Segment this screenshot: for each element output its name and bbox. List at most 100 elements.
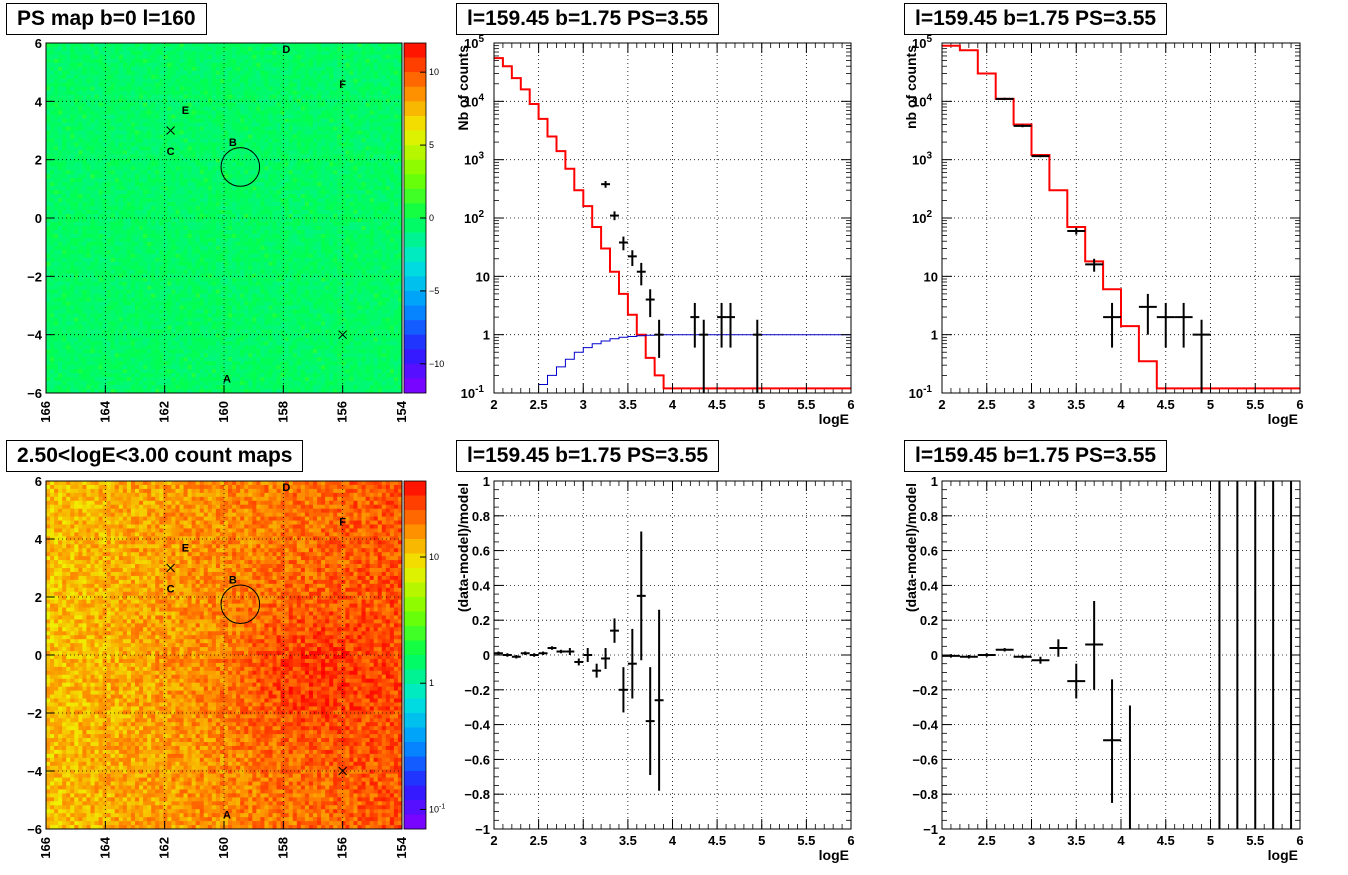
heatmap-cell xyxy=(110,54,116,60)
heatmap-cell xyxy=(82,150,87,155)
heatmap-cell xyxy=(215,317,221,322)
heatmap-cell xyxy=(126,106,132,112)
heatmap-cell xyxy=(171,345,176,350)
heatmap-cell xyxy=(54,265,59,271)
heatmap-cell xyxy=(248,154,253,159)
heatmap-cells xyxy=(46,43,403,394)
heatmap-cell xyxy=(252,106,257,112)
heatmap-cell xyxy=(167,305,172,310)
heatmap-cell xyxy=(187,130,193,135)
heatmap-cell xyxy=(240,198,245,203)
heatmap-cell xyxy=(191,50,197,56)
heatmap-cell xyxy=(199,86,205,92)
heatmap-cell xyxy=(102,377,108,382)
heatmap-cell xyxy=(240,66,245,72)
heatmap-cell xyxy=(187,122,193,127)
heatmap-cell xyxy=(175,309,180,314)
heatmap-cell xyxy=(252,54,257,60)
heatmap-cell xyxy=(122,357,128,362)
heatmap-cell xyxy=(70,225,75,231)
heatmap-cell xyxy=(46,245,51,251)
heatmap-cell xyxy=(147,102,152,108)
heatmap-cell xyxy=(272,166,277,171)
heatmap-cell xyxy=(219,337,225,342)
heatmap-cell xyxy=(82,277,87,283)
heatmap-cell xyxy=(147,114,152,119)
heatmap-cell xyxy=(159,233,164,239)
heatmap-cell xyxy=(272,309,277,314)
heatmap-cell xyxy=(135,245,140,251)
heatmap-cell xyxy=(74,170,79,175)
heatmap-cell xyxy=(228,86,233,92)
heatmap-cell xyxy=(215,138,221,143)
heatmap-cell xyxy=(195,349,201,354)
heatmap-cell xyxy=(236,110,241,115)
heatmap-cell xyxy=(66,194,71,199)
heatmap-cell xyxy=(272,154,277,159)
heatmap-cell xyxy=(219,325,225,330)
heatmap-cell xyxy=(147,94,152,100)
heatmap-cell xyxy=(90,202,95,207)
heatmap-cell xyxy=(86,305,91,310)
heatmap-cell xyxy=(98,66,104,72)
heatmap-cell xyxy=(110,273,116,279)
heatmap-cell xyxy=(264,50,269,56)
heatmap-cell xyxy=(179,66,184,72)
heatmap-cell xyxy=(82,94,87,100)
heatmap-cell xyxy=(50,126,55,131)
heatmap-cell xyxy=(106,241,112,247)
heatmap-cell xyxy=(264,301,269,306)
heatmap-cell xyxy=(167,381,172,386)
heatmap-cell xyxy=(118,102,124,108)
heatmap-cell xyxy=(252,381,257,386)
heatmap-cell xyxy=(187,245,193,251)
heatmap-cell xyxy=(215,229,221,235)
heatmap-cell xyxy=(203,82,209,88)
heatmap-cell xyxy=(94,118,99,123)
heatmap-cell xyxy=(203,206,209,211)
heatmap-cell xyxy=(244,122,249,127)
heatmap-cell xyxy=(183,297,188,302)
heatmap-cell xyxy=(126,138,132,143)
heatmap-cell xyxy=(219,249,225,255)
heatmap-cell xyxy=(106,150,112,155)
heatmap-cell xyxy=(232,385,237,390)
heatmap-cell xyxy=(183,126,188,131)
heatmap-cell xyxy=(207,190,213,195)
heatmap-cell xyxy=(90,245,95,251)
heatmap-cell xyxy=(203,313,209,318)
heatmap-cell xyxy=(78,74,83,80)
heatmap-cell xyxy=(70,285,75,290)
heatmap-cell xyxy=(62,206,67,211)
heatmap-cell xyxy=(244,257,249,263)
heatmap-cell xyxy=(159,313,164,318)
heatmap-cell xyxy=(135,253,140,259)
heatmap-cell xyxy=(195,43,201,48)
heatmap-cell xyxy=(90,297,95,302)
heatmap-cell xyxy=(163,122,168,127)
heatmap-cell xyxy=(90,82,95,88)
heatmap-cell xyxy=(118,126,124,131)
heatmap-cell xyxy=(143,385,148,390)
heatmap-cell xyxy=(163,214,168,219)
heatmap-cell xyxy=(54,373,59,378)
heatmap-cell xyxy=(151,70,156,76)
heatmap-cell xyxy=(78,305,83,310)
heatmap-cell xyxy=(86,182,91,187)
heatmap-cell xyxy=(66,214,71,219)
heatmap-cell xyxy=(58,118,63,123)
heatmap-cell xyxy=(256,281,261,287)
heatmap-cell xyxy=(110,245,116,251)
heatmap-cell xyxy=(78,46,83,52)
heatmap-cell xyxy=(114,297,120,302)
heatmap-cell xyxy=(272,257,277,263)
heatmap-cell xyxy=(74,361,79,366)
heatmap-cell xyxy=(86,102,91,108)
heatmap-cell xyxy=(54,170,59,175)
heatmap-cell xyxy=(110,297,116,302)
heatmap-cell xyxy=(122,369,128,374)
heatmap-cell xyxy=(167,285,172,290)
heatmap-cell xyxy=(195,329,201,334)
heatmap-cell xyxy=(122,126,128,131)
heatmap-cell xyxy=(179,377,184,382)
